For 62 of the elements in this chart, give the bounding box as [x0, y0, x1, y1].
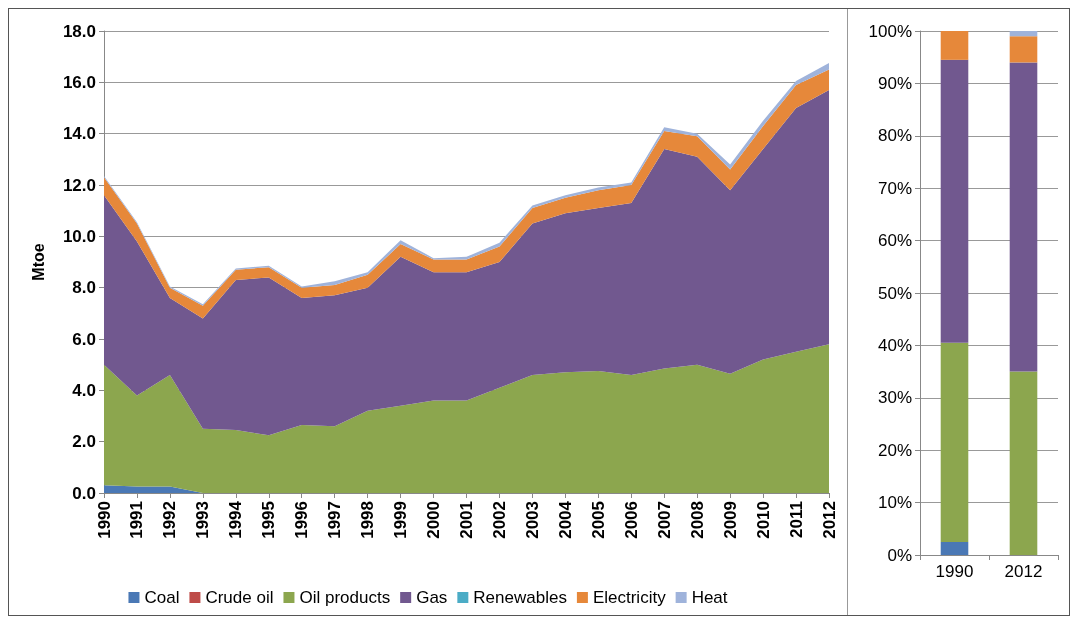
x-tick-label: 1995: [259, 501, 279, 539]
bar: [1009, 62, 1038, 372]
x-tick-label: 2006: [621, 501, 641, 539]
x-tick-label: 2000: [424, 501, 444, 539]
bar: [1009, 36, 1038, 63]
x-tick-label: 2005: [588, 501, 608, 539]
bar: [940, 342, 969, 542]
legend-label: Crude oil: [205, 588, 274, 607]
bar: [940, 541, 969, 555]
x-tick-label: 1996: [292, 501, 312, 539]
x-tick-label: 1990: [935, 562, 974, 581]
x-tick-label: 1993: [193, 501, 213, 539]
x-tick-label: 2012: [1004, 562, 1043, 581]
y-tick-label: 6.0: [72, 329, 96, 349]
bar: [940, 31, 969, 60]
y-tick-label: 100%: [868, 21, 912, 41]
bar: [940, 59, 969, 343]
y-tick-label: 40%: [877, 335, 912, 355]
legend-label: Renewables: [473, 588, 567, 607]
x-tick-label: 1997: [325, 501, 345, 539]
y-tick-label: 18.0: [62, 21, 96, 41]
y-tick-label: 4.0: [72, 380, 96, 400]
y-tick-label: 50%: [877, 283, 912, 303]
y-tick-label: 10.0: [62, 226, 96, 246]
y-tick-label: 12.0: [62, 175, 96, 195]
y-tick-label: 8.0: [72, 278, 96, 298]
x-tick-label: 2011: [786, 501, 806, 538]
y-tick-label: 0%: [887, 545, 912, 565]
legend-label: Electricity: [592, 588, 667, 607]
y-tick-label: 20%: [877, 440, 912, 460]
x-tick-label: 2001: [457, 501, 476, 539]
x-tick-label: 2007: [654, 501, 674, 539]
x-tick-label: 2008: [687, 501, 707, 539]
x-tick-label: 1994: [226, 500, 246, 539]
legend-label: Coal: [144, 588, 180, 607]
y-tick-label: 30%: [877, 388, 912, 408]
x-tick-label: 2012: [819, 501, 839, 539]
x-tick-label: 1991: [127, 501, 147, 539]
x-tick-label: 1992: [160, 501, 180, 539]
y-axis-title: Mtoe: [29, 243, 47, 281]
y-tick-label: 14.0: [62, 124, 96, 144]
x-tick-label: 2009: [720, 501, 740, 539]
x-tick-label: 2003: [522, 501, 542, 539]
y-tick-label: 0.0: [72, 483, 96, 503]
bar: [1009, 371, 1038, 555]
x-tick-label: 2010: [753, 501, 773, 539]
y-tick-label: 2.0: [72, 432, 96, 452]
y-tick-label: 10%: [877, 493, 912, 513]
legend-label: Oil products: [299, 588, 391, 607]
y-tick-label: 60%: [877, 231, 912, 251]
y-tick-label: 16.0: [62, 72, 96, 92]
y-tick-label: 70%: [877, 178, 912, 198]
legend-label: Gas: [416, 588, 448, 607]
x-tick-label: 1998: [358, 501, 378, 539]
y-tick-label: 90%: [877, 73, 912, 93]
x-tick-label: 1990: [94, 501, 114, 539]
y-tick-label: 80%: [877, 126, 912, 146]
x-tick-label: 1999: [391, 501, 411, 539]
legend-label: Heat: [691, 588, 728, 607]
x-tick-label: 2004: [555, 500, 575, 539]
x-tick-label: 2002: [489, 501, 509, 539]
bar: [1009, 31, 1038, 37]
